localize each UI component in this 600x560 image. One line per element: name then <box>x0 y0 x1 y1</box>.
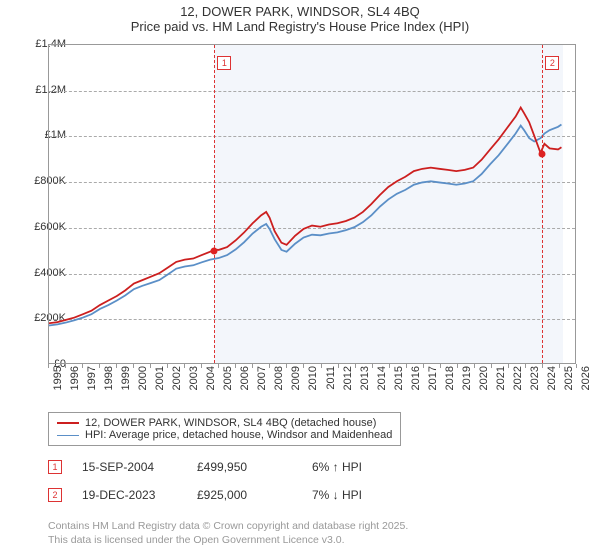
x-tick <box>82 364 83 368</box>
sale-date-2: 19-DEC-2023 <box>82 488 177 502</box>
x-tick <box>440 364 441 368</box>
x-tick <box>184 364 185 368</box>
attribution: Contains HM Land Registry data © Crown c… <box>48 520 408 547</box>
x-tick <box>167 364 168 368</box>
x-tick-label: 2015 <box>393 366 405 406</box>
x-tick-label: 2002 <box>171 366 183 406</box>
x-tick <box>235 364 236 368</box>
x-tick-label: 2018 <box>444 366 456 406</box>
x-tick <box>406 364 407 368</box>
x-tick-label: 2009 <box>290 366 302 406</box>
x-tick-label: 2022 <box>512 366 524 406</box>
x-tick-label: 1999 <box>120 366 132 406</box>
x-tick <box>423 364 424 368</box>
x-tick <box>286 364 287 368</box>
x-tick <box>116 364 117 368</box>
x-tick <box>542 364 543 368</box>
x-tick-label: 2007 <box>256 366 268 406</box>
plot-svg <box>49 45 575 363</box>
x-tick-label: 2013 <box>359 366 371 406</box>
attribution-line2: This data is licensed under the Open Gov… <box>48 534 408 548</box>
x-tick <box>525 364 526 368</box>
x-tick-label: 2008 <box>273 366 285 406</box>
legend-swatch-1 <box>57 422 79 424</box>
x-tick-label: 2004 <box>205 366 217 406</box>
sale-marker-2: 2 <box>48 488 62 502</box>
attribution-line1: Contains HM Land Registry data © Crown c… <box>48 520 408 534</box>
x-tick-label: 1995 <box>52 366 64 406</box>
x-tick <box>99 364 100 368</box>
legend-row-1: 12, DOWER PARK, WINDSOR, SL4 4BQ (detach… <box>57 417 392 429</box>
marker-vline <box>542 45 543 363</box>
sale-price-1: £499,950 <box>197 460 292 474</box>
sale-date-1: 15-SEP-2004 <box>82 460 177 474</box>
x-tick <box>269 364 270 368</box>
title-address: 12, DOWER PARK, WINDSOR, SL4 4BQ <box>0 4 600 19</box>
x-tick <box>252 364 253 368</box>
x-tick <box>150 364 151 368</box>
x-tick <box>389 364 390 368</box>
x-tick <box>201 364 202 368</box>
x-tick <box>491 364 492 368</box>
x-tick-label: 2024 <box>546 366 558 406</box>
x-tick <box>48 364 49 368</box>
x-tick-label: 2014 <box>376 366 388 406</box>
x-tick <box>474 364 475 368</box>
x-tick-label: 2010 <box>307 366 319 406</box>
x-tick-label: 2019 <box>461 366 473 406</box>
x-tick-label: 2000 <box>137 366 149 406</box>
marker-dot <box>211 247 218 254</box>
legend: 12, DOWER PARK, WINDSOR, SL4 4BQ (detach… <box>48 412 401 446</box>
x-tick-label: 2025 <box>563 366 575 406</box>
x-tick <box>65 364 66 368</box>
sale-row-1: 1 15-SEP-2004 £499,950 6% ↑ HPI <box>48 460 407 474</box>
title-block: 12, DOWER PARK, WINDSOR, SL4 4BQ Price p… <box>0 0 600 36</box>
chart-container: 12, DOWER PARK, WINDSOR, SL4 4BQ Price p… <box>0 0 600 560</box>
x-tick-label: 2003 <box>188 366 200 406</box>
x-tick <box>321 364 322 368</box>
x-tick <box>355 364 356 368</box>
series-line <box>49 108 561 324</box>
legend-swatch-2 <box>57 435 79 436</box>
sale-row-2: 2 19-DEC-2023 £925,000 7% ↓ HPI <box>48 488 407 502</box>
marker-box: 2 <box>545 56 559 70</box>
x-tick <box>372 364 373 368</box>
x-tick <box>457 364 458 368</box>
x-tick-label: 2020 <box>478 366 490 406</box>
sale-delta-1: 6% ↑ HPI <box>312 460 407 474</box>
marker-dot <box>539 150 546 157</box>
legend-label-1: 12, DOWER PARK, WINDSOR, SL4 4BQ (detach… <box>85 417 376 429</box>
x-tick-label: 2026 <box>580 366 592 406</box>
x-tick-label: 1997 <box>86 366 98 406</box>
plot-background <box>49 45 575 363</box>
x-tick <box>508 364 509 368</box>
x-tick-label: 2011 <box>325 366 337 406</box>
marker-vline <box>214 45 215 363</box>
x-tick-label: 1998 <box>103 366 115 406</box>
sale-price-2: £925,000 <box>197 488 292 502</box>
legend-row-2: HPI: Average price, detached house, Wind… <box>57 429 392 441</box>
series-line <box>49 125 561 326</box>
x-tick-label: 2005 <box>222 366 234 406</box>
x-tick <box>576 364 577 368</box>
x-tick-label: 2016 <box>410 366 422 406</box>
x-tick-label: 2012 <box>342 366 354 406</box>
plot-area <box>48 44 576 364</box>
legend-label-2: HPI: Average price, detached house, Wind… <box>85 429 392 441</box>
title-subtitle: Price paid vs. HM Land Registry's House … <box>0 19 600 34</box>
x-tick <box>218 364 219 368</box>
x-tick <box>338 364 339 368</box>
x-tick <box>303 364 304 368</box>
x-tick <box>559 364 560 368</box>
marker-box: 1 <box>217 56 231 70</box>
x-tick-label: 2006 <box>239 366 251 406</box>
x-tick-label: 1996 <box>69 366 81 406</box>
x-tick-label: 2001 <box>154 366 166 406</box>
sale-marker-1: 1 <box>48 460 62 474</box>
x-tick-label: 2021 <box>495 366 507 406</box>
x-tick-label: 2017 <box>427 366 439 406</box>
x-tick <box>133 364 134 368</box>
x-tick-label: 2023 <box>529 366 541 406</box>
sale-delta-2: 7% ↓ HPI <box>312 488 407 502</box>
